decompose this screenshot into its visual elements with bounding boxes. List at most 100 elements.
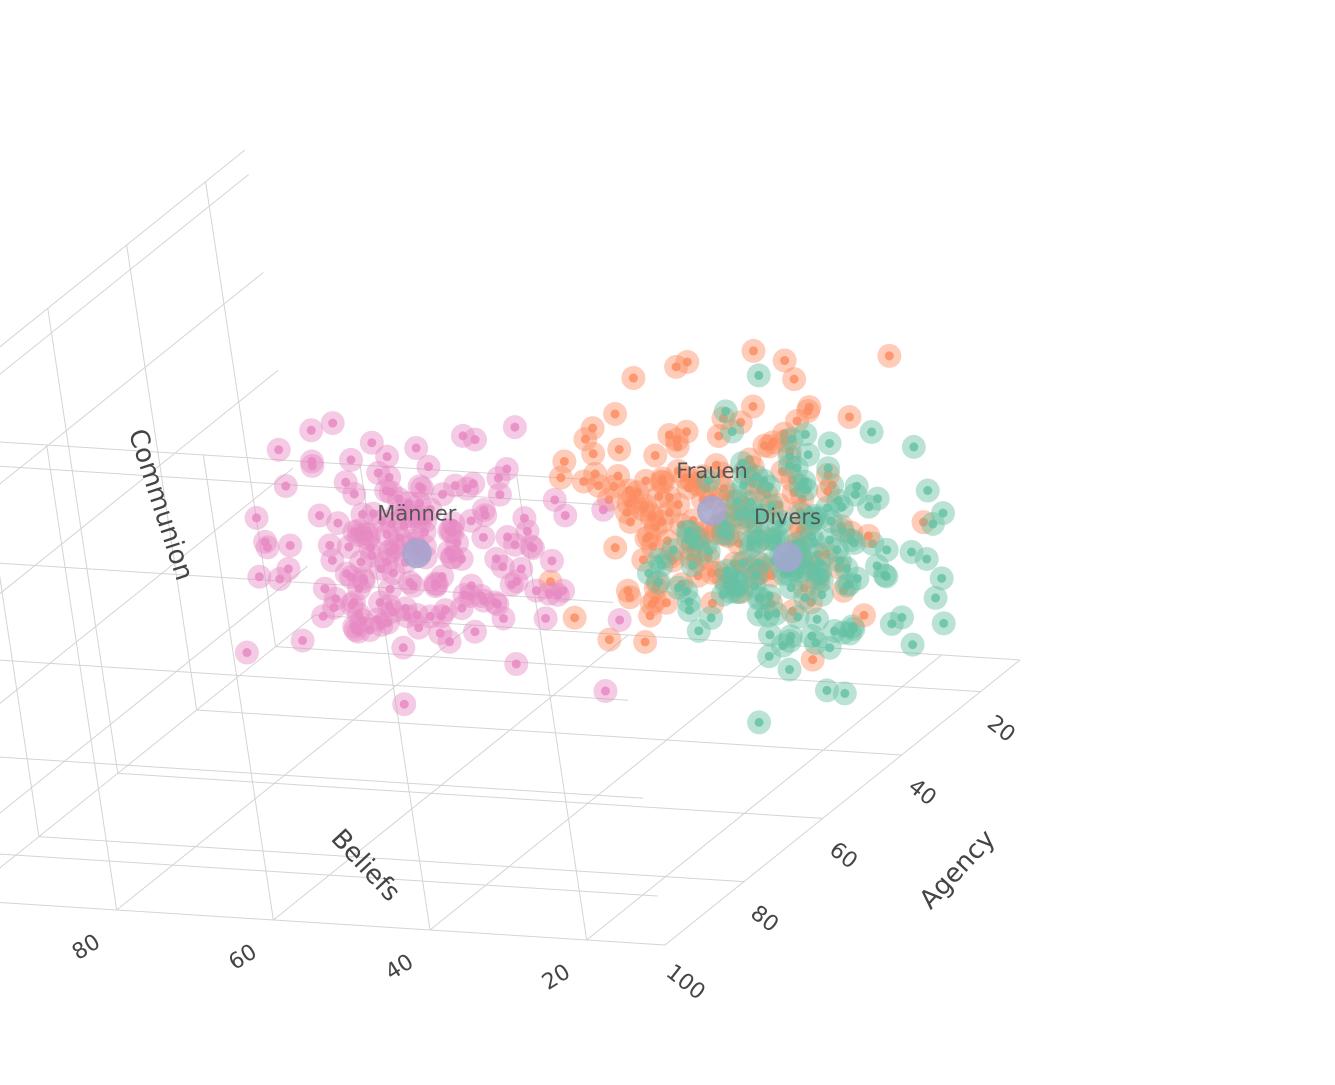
data-point-frauen [877,343,902,368]
data-point-divers [859,419,884,444]
data-point-divers [816,456,841,481]
centroid-marker [772,541,803,572]
data-point-divers [809,582,834,607]
data-point-divers [914,546,939,571]
data-point-divers [720,419,745,444]
data-point-divers [815,495,840,520]
data-point-mnner [307,503,332,528]
data-point-mnner [276,556,301,581]
data-point-divers [711,520,736,545]
data-point-divers [794,477,819,502]
data-point-frauen [649,469,674,494]
data-point-divers [807,550,832,575]
data-point-mnner [490,554,515,579]
data-point-mnner [512,506,537,531]
wall-grid-communion [0,756,643,799]
data-point-divers [677,598,702,623]
data-point-mnner [391,635,416,660]
data-point-frauen [785,408,810,433]
y-tick-label: 40 [381,950,418,986]
data-point-mnner [471,525,496,550]
data-point-divers [746,363,771,388]
data-point-mnner [443,473,468,498]
data-point-frauen [815,479,840,504]
data-point-frauen [772,348,797,373]
data-point-divers [793,585,818,610]
data-point-divers [713,399,738,424]
data-point-divers [803,630,828,655]
data-point-divers [865,553,890,578]
data-point-mnner [312,576,337,601]
data-point-mnner [591,497,616,522]
wall-grid-beliefs [46,444,118,911]
data-point-divers [830,518,855,543]
data-point-mnner [524,578,549,603]
data-point-divers [680,553,705,578]
data-point-divers [822,618,847,643]
data-point-frauen [800,647,825,672]
data-point-divers [725,502,750,527]
data-point-divers [770,509,795,534]
data-point-frauen [538,569,563,594]
data-point-divers [784,455,809,480]
y-tick-label: 20 [538,960,575,996]
floor-grid-agency [0,902,666,946]
data-point-divers [746,602,771,627]
data-point-mnner [416,454,441,479]
wall-grid-communion [0,271,264,485]
data-point-mnner [320,548,345,573]
data-point-frauen [665,434,690,459]
data-point-frauen [640,592,665,617]
floor-grid-beliefs [116,624,472,911]
data-point-frauen [646,484,671,509]
floor-grid-beliefs [273,634,629,921]
data-point-divers [730,551,755,576]
data-point-frauen [788,518,813,543]
data-point-mnner [502,415,527,440]
data-point-frauen [911,510,936,535]
data-point-frauen [837,404,862,429]
data-point-divers [744,464,769,489]
data-point-mnner [377,465,402,490]
data-point-mnner [395,604,420,629]
data-point-divers [757,644,782,669]
data-point-divers [683,526,708,551]
data-point-divers [844,474,869,499]
data-point-mnner [423,574,448,599]
box-edge [0,441,596,481]
data-point-divers [674,579,699,604]
data-point-frauen [638,603,663,628]
data-point-mnner [462,619,487,644]
data-point-mnner [397,570,422,595]
data-point-frauen [571,469,596,494]
wall-grid-communion [0,465,599,505]
data-point-mnner [336,534,361,559]
data-point-mnner [375,610,400,635]
data-point-mnner [290,628,315,653]
data-point-mnner [333,470,358,495]
data-point-mnner [408,509,433,534]
data-point-divers [677,589,702,614]
data-point-divers [802,530,827,555]
data-point-frauen [766,492,791,517]
data-point-mnner [377,593,402,618]
data-point-frauen [709,461,734,486]
data-point-divers [899,540,924,565]
wall-grid-beliefs [202,454,274,921]
data-point-frauen [621,366,646,391]
data-point-divers [759,493,784,518]
x-tick-label: 20 [982,711,1019,748]
data-point-mnner [325,511,350,536]
x-tick-label: 80 [745,901,782,938]
floor-grid-agency [38,836,744,883]
data-point-mnner [502,532,527,557]
data-point-divers [742,573,767,598]
data-point-frauen [726,531,751,556]
data-point-mnner [338,447,363,472]
data-point-divers [710,582,735,607]
data-point-frauen [573,427,598,452]
data-point-mnner [396,491,421,516]
data-point-mnner [374,522,399,547]
data-point-mnner [537,581,562,606]
